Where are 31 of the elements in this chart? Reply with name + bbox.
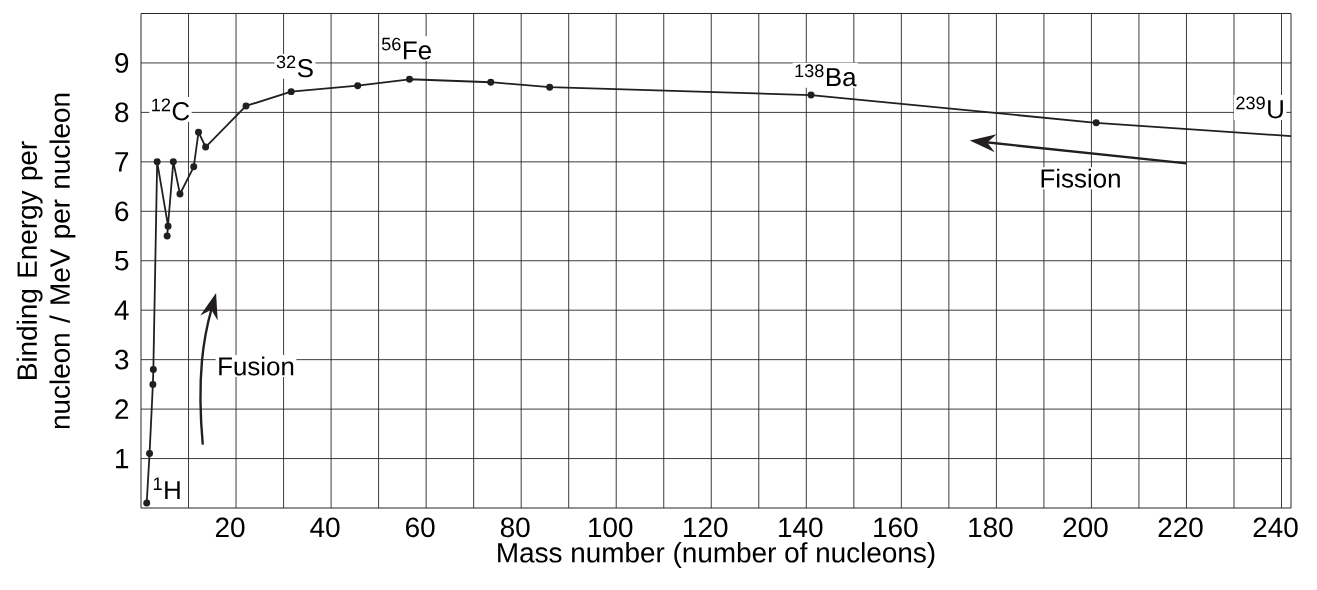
x-tick-label: 40 xyxy=(310,517,340,538)
y-axis-title: Binding Energy per nucleon / MeV per nucleon xyxy=(16,93,76,429)
y-tick-label: 2 xyxy=(115,399,129,419)
x-tick-label: 220 xyxy=(1158,517,1203,538)
y-tick-label: 3 xyxy=(115,349,129,370)
x-tick-label: 240 xyxy=(1253,517,1298,538)
annotation: Fission xyxy=(1041,168,1120,188)
annotation: $^{239}$U xyxy=(1236,96,1283,119)
x-tick-label: 80 xyxy=(500,517,530,538)
annotation: $^{1}$H xyxy=(153,477,180,499)
x-axis-title: Mass number (number of nucleons) xyxy=(498,542,935,569)
annotation: Fusion xyxy=(219,356,294,376)
y-tick-label: 8 xyxy=(115,102,129,123)
y-tick-label: 4 xyxy=(114,300,129,320)
x-tick-label: 140 xyxy=(779,517,823,538)
y-tick-label: 9 xyxy=(115,53,129,73)
annotation: $^{56}$Fe xyxy=(381,37,431,60)
annotation: $^{32}$S xyxy=(276,55,313,78)
y-tick-label: 5 xyxy=(115,251,129,271)
x-tick-label: 20 xyxy=(215,517,245,538)
y-tick-label: 6 xyxy=(115,201,129,222)
x-tick-label: 200 xyxy=(1063,517,1108,538)
y-tick-label: 7 xyxy=(115,152,129,172)
annotation: $^{138}$Ba xyxy=(795,64,857,87)
x-tick-label: 60 xyxy=(406,517,435,538)
y-tick-label: 1 xyxy=(116,448,129,469)
annotation: $^{12}$C xyxy=(152,98,190,121)
x-tick-label: 180 xyxy=(969,517,1013,538)
x-tick-label: 100 xyxy=(589,517,633,538)
x-tick-label: 120 xyxy=(684,517,728,538)
x-tick-label: 160 xyxy=(874,517,918,538)
